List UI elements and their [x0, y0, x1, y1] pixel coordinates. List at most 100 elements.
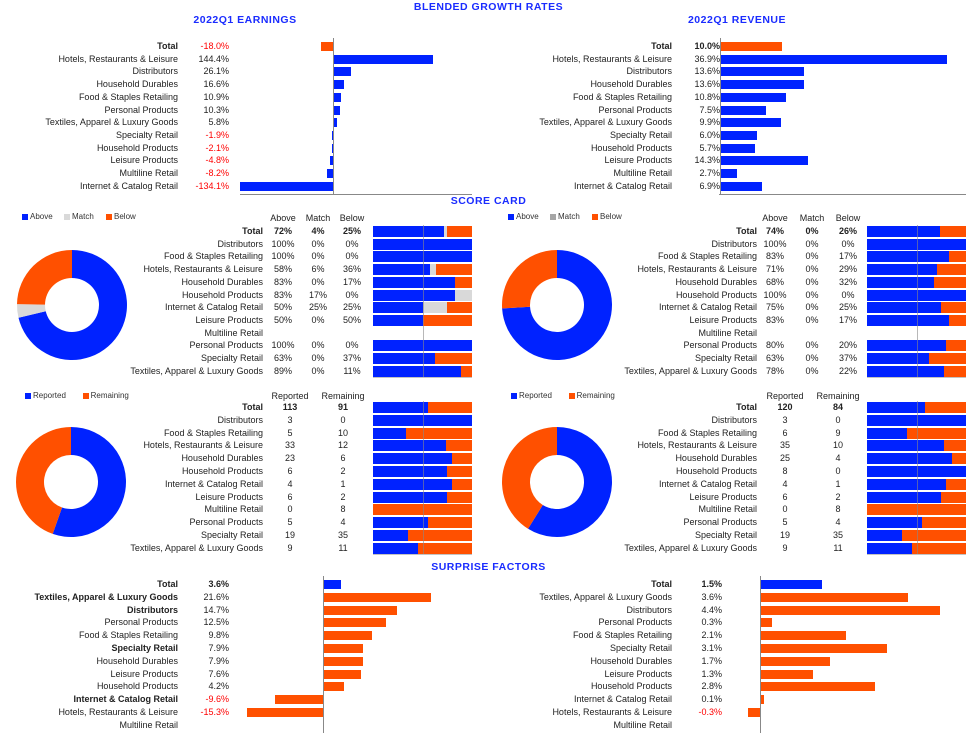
category-label: Household Durables [590, 79, 672, 90]
bar [331, 130, 333, 140]
value-label: -1.9% [205, 129, 229, 140]
cell-below: 0% [345, 340, 359, 351]
cell-match: 0% [805, 289, 819, 300]
cell-remaining: 12 [337, 440, 348, 451]
category-label: Personal Products [189, 340, 263, 351]
category-label: Household Products [675, 466, 757, 476]
value-label: 4.4% [701, 604, 722, 615]
category-label: Household Durables [590, 655, 672, 666]
value-label: 21.6% [203, 591, 229, 602]
category-label: Internet & Catalog Retail [658, 302, 757, 313]
cell-match: 0% [311, 276, 325, 287]
bar [747, 708, 760, 717]
bar [720, 143, 756, 153]
cell-reported: 5 [287, 427, 293, 438]
stacked-bar-below [447, 226, 472, 237]
surprise-factors-title: SURPRISE FACTORS [431, 561, 546, 573]
cell-above: 100% [271, 340, 295, 351]
stacked-bar-reported [373, 478, 453, 490]
category-label: Distributors [626, 604, 672, 615]
cell-remaining: 1 [340, 478, 346, 489]
cell-match: 0% [805, 276, 819, 287]
cell-above: 72% [273, 226, 292, 236]
stacked-bar-remaining [452, 478, 472, 490]
stacked-bar-match [422, 302, 448, 314]
value-label: -2.1% [205, 142, 229, 153]
donut-chart [16, 427, 126, 537]
category-label: Total [651, 41, 672, 51]
stacked-bar-above [867, 251, 950, 263]
legend-swatch [568, 393, 575, 399]
axis-baseline [867, 553, 966, 555]
stacked-bar-below [944, 365, 966, 377]
value-label: 7.5% [699, 104, 720, 115]
category-label: Internet & Catalog Retail [573, 694, 672, 705]
value-label: 4.2% [208, 681, 229, 692]
value-label: 3.6% [208, 579, 229, 589]
legend-label: Remaining [90, 391, 129, 400]
chart-title: 2022Q1 EARNINGS [193, 14, 297, 26]
column-header: Above [270, 213, 296, 223]
cell-above: 100% [271, 238, 295, 249]
bar [323, 580, 341, 589]
page-title: BLENDED GROWTH RATES [413, 1, 564, 13]
bar [760, 605, 941, 615]
category-label: Personal Products [104, 617, 178, 628]
stacked-bar-below [461, 365, 472, 377]
cell-reported: 6 [782, 491, 788, 502]
bar [333, 80, 345, 90]
category-label: Food & Staples Retailing [78, 91, 178, 102]
column-header: Below [339, 213, 365, 223]
stacked-bar-reported [867, 491, 942, 503]
donut-slice [502, 250, 557, 309]
cell-remaining: 4 [835, 517, 841, 528]
category-label: Multiline Retail [613, 168, 672, 178]
stacked-bar-above [867, 302, 942, 314]
legend-label: Match [558, 212, 580, 221]
value-label: 16.6% [203, 79, 229, 90]
category-label: Multiline Retail [613, 719, 672, 730]
stacked-bar-below [436, 264, 472, 276]
category-label: Leisure Products [604, 668, 672, 679]
category-label: Household Products [96, 681, 178, 692]
category-label: Hotels, Restaurants & Leisure [552, 53, 672, 64]
bar [275, 695, 323, 705]
cell-above: 80% [765, 340, 784, 351]
stacked-bar-reported [373, 440, 446, 452]
bar [720, 80, 804, 90]
category-label: Specialty Retail [200, 530, 263, 540]
stacked-bar-remaining [922, 517, 966, 529]
cell-match: 0% [805, 226, 819, 236]
bar [333, 67, 351, 77]
cell-below: 11% [343, 365, 361, 376]
category-label: Household Durables [675, 453, 757, 464]
cell-match: 0% [311, 365, 325, 376]
cell-reported: 0 [287, 504, 293, 515]
stacked-bar-reported [867, 542, 912, 554]
stacked-bar-below [940, 226, 966, 237]
category-label: Food & Staples Retailing [572, 91, 672, 102]
category-label: Total [736, 402, 757, 412]
cell-match: 0% [805, 314, 819, 325]
stacked-bar-remaining [427, 402, 472, 413]
cell-remaining: 8 [835, 504, 841, 515]
cell-below: 22% [838, 365, 857, 376]
bar [760, 580, 822, 589]
value-label: -18.0% [200, 41, 229, 51]
cell-above: 63% [273, 353, 292, 363]
stacked-bar-below [435, 353, 472, 364]
cell-below: 50% [342, 314, 361, 325]
cell-reported: 5 [782, 517, 788, 528]
column-header: Match [799, 213, 825, 223]
cell-above: 63% [765, 353, 784, 363]
category-label: Distributors [132, 66, 178, 77]
cell-reported: 9 [782, 542, 788, 553]
cell-reported: 6 [287, 491, 293, 502]
category-label: Total [157, 579, 178, 589]
cell-reported: 35 [779, 440, 790, 451]
bar [323, 618, 386, 628]
category-label: Leisure Products [689, 314, 757, 325]
cell-remaining: 1 [835, 478, 841, 489]
category-label: Hotels, Restaurants & Leisure [58, 707, 178, 717]
stacked-bar-above [373, 289, 456, 301]
